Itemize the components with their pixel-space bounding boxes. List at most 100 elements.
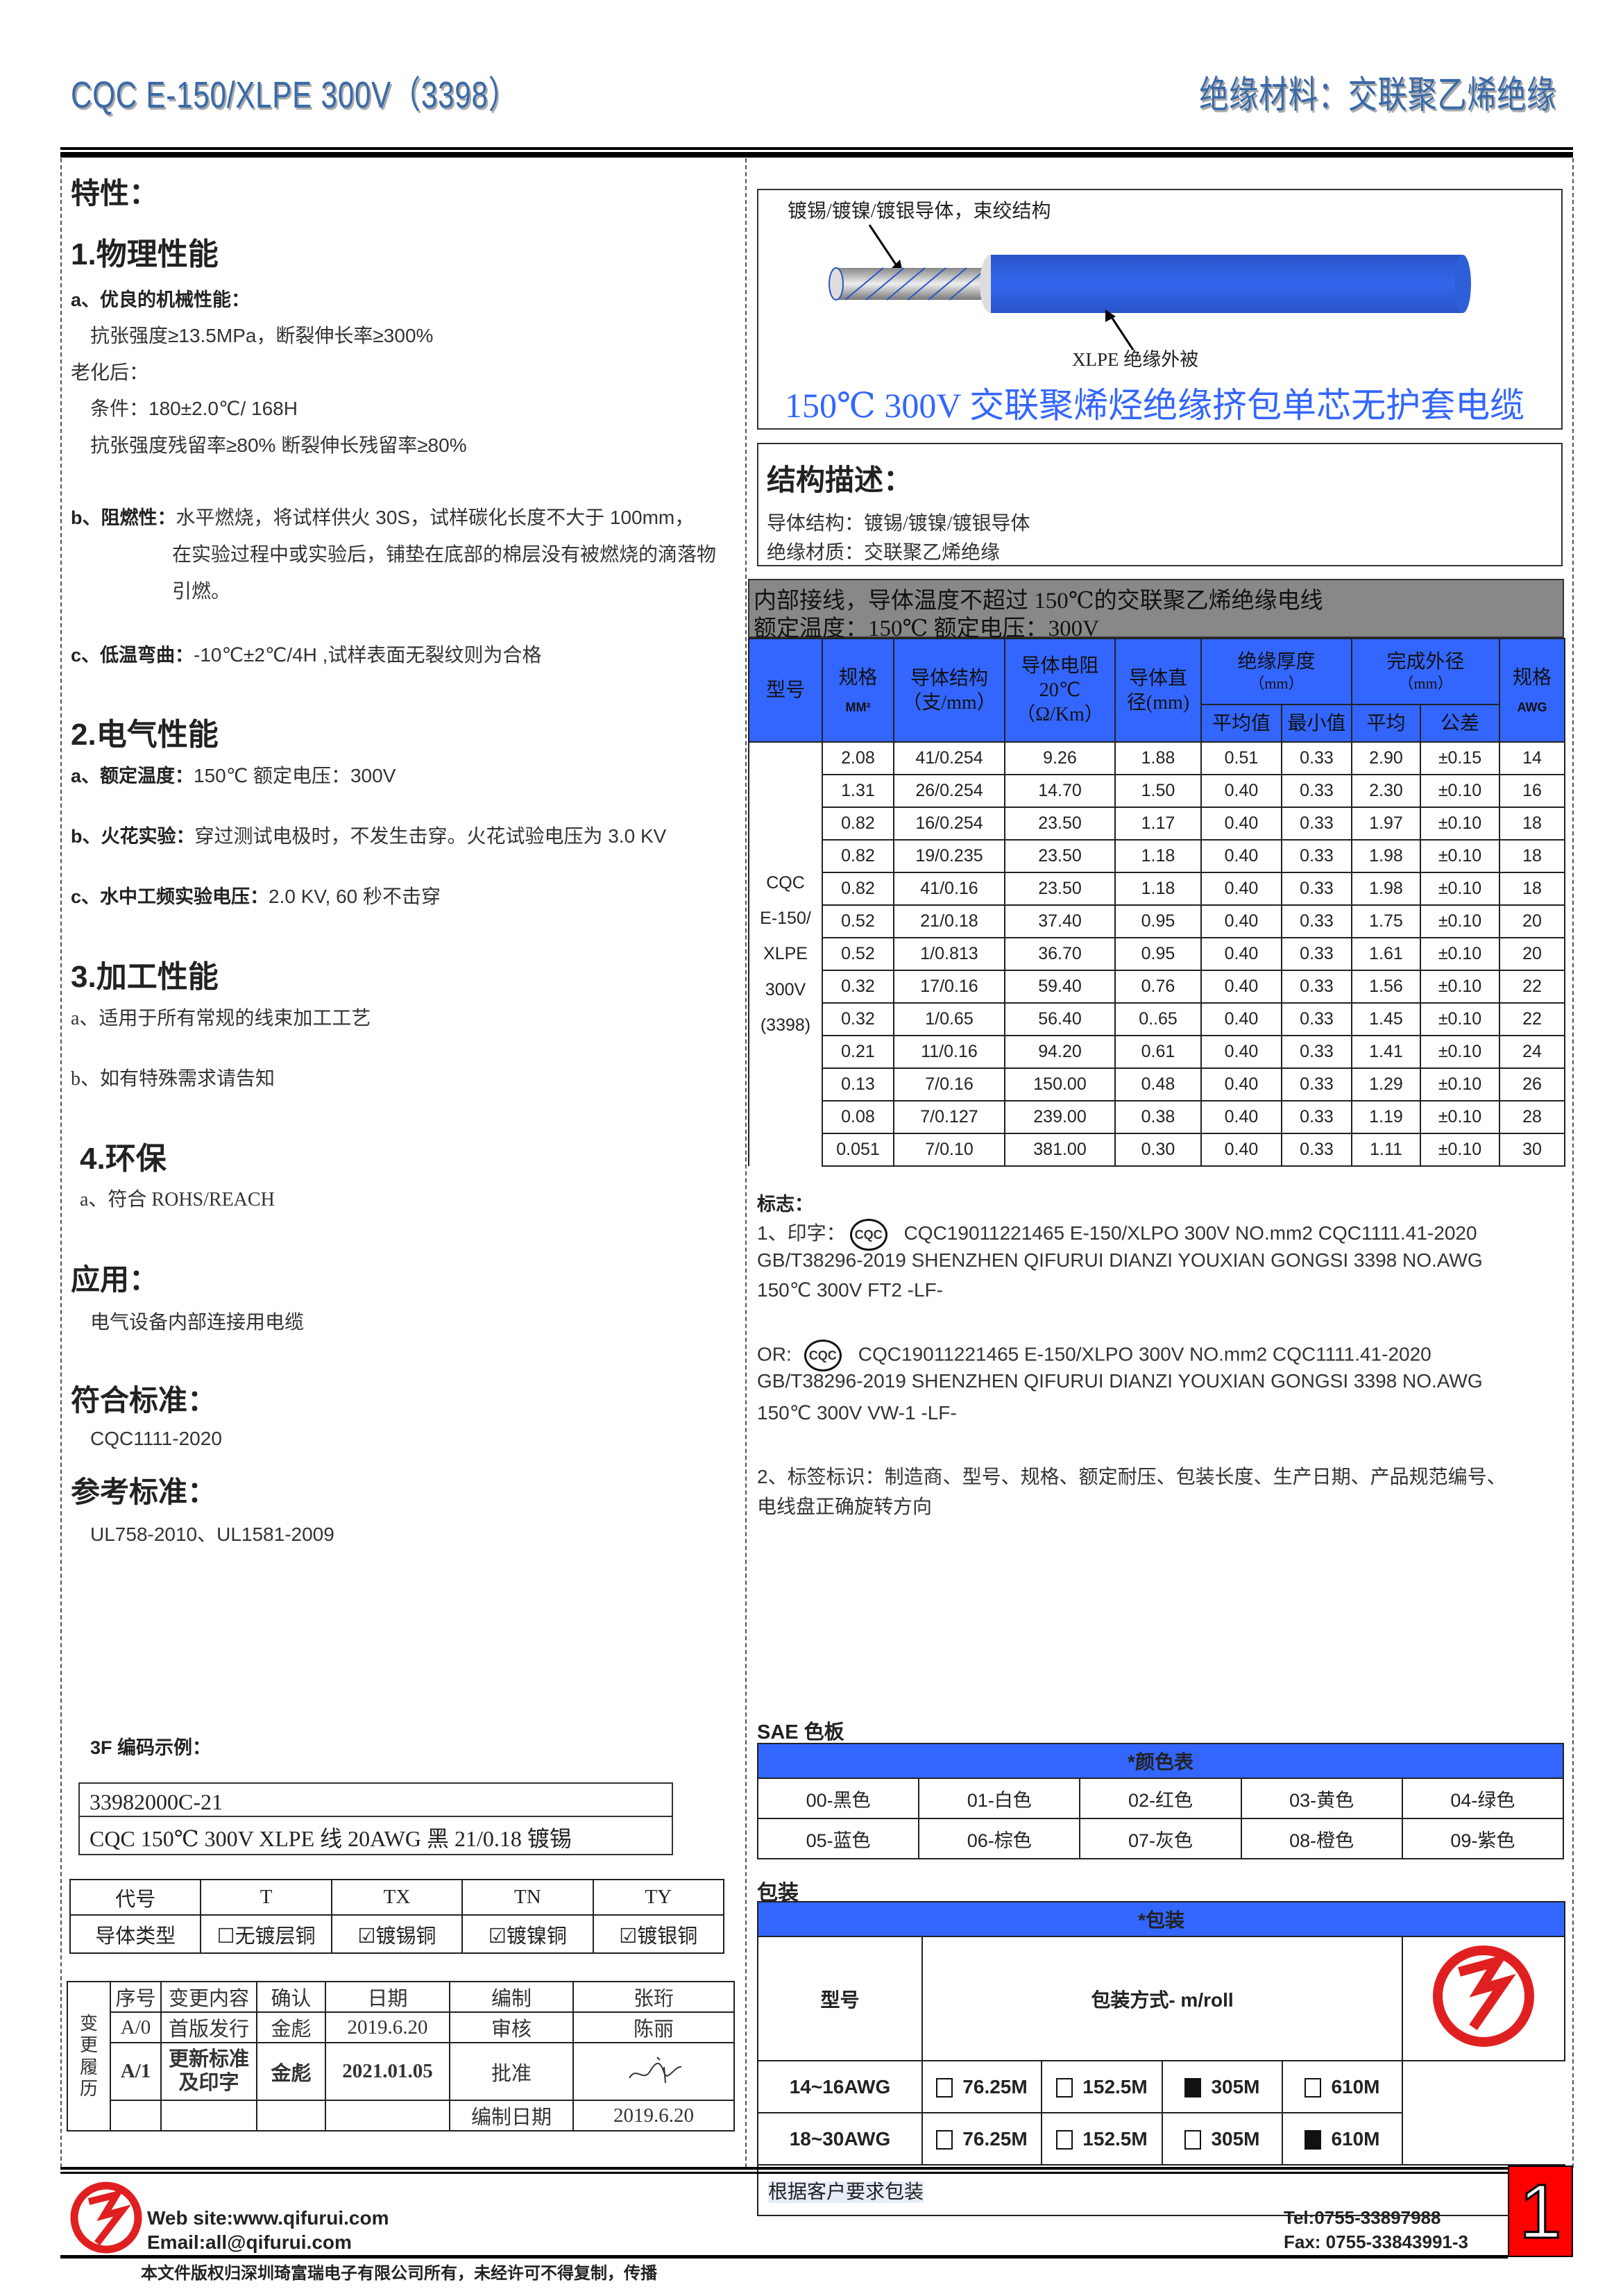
table-cell: 23.50 — [1004, 872, 1116, 906]
table-cell: 22 — [1499, 970, 1566, 1004]
packaging-option[interactable]: 305M — [1162, 2060, 1283, 2113]
table-cell: 28 — [1499, 1100, 1566, 1134]
rev-change: 首版发行 — [160, 2011, 257, 2043]
table-cell: ±0.10 — [1420, 937, 1501, 971]
table-cell: 36.70 — [1004, 937, 1116, 971]
col-od: 完成外径 （mm） — [1351, 638, 1501, 705]
packaging-option[interactable]: 610M — [1282, 2060, 1403, 2113]
table-cell: 1.97 — [1351, 807, 1422, 841]
table-row: 0.32 17/0.16 59.40 0.76 0.40 0.33 1.56 ±0.10 22 — [749, 970, 1566, 1004]
col-date: 日期 — [325, 1981, 450, 2013]
table-cell: ±0.10 — [1420, 1002, 1501, 1036]
conductor-strands — [835, 268, 991, 300]
checkbox-icon — [1184, 2130, 1202, 2150]
col-awg: 规格 AWG — [1499, 638, 1566, 743]
color-code: 07-灰色 — [1079, 1818, 1242, 1859]
color-code: 06-棕色 — [918, 1818, 1081, 1859]
checked-box-icon: ☑ — [357, 1925, 376, 1948]
table-cell: 0.33 — [1280, 1035, 1353, 1069]
table-cell: ±0.10 — [1420, 1100, 1501, 1134]
marking-or-line1: OR: CQC CQC19011221465 E-150/XLPO 300V NO.… — [757, 1340, 1431, 1371]
table-cell: 0.40 — [1200, 1035, 1282, 1069]
footer-divider-2 — [60, 2172, 1508, 2174]
table-cell: 0.40 — [1200, 904, 1282, 938]
water-test: c、水中工频实验电压：2.0 KV, 60 秒不击穿 — [71, 881, 441, 909]
packaging-option[interactable]: 305M — [1162, 2112, 1283, 2166]
color-code: 05-蓝色 — [756, 1818, 920, 1859]
flame-label: b、阻燃性： — [71, 507, 176, 528]
label-requirements: 2、标签标识：制造商、型号、规格、额定耐压、包装长度、生产日期、产品规范编号、 — [757, 1466, 1506, 1487]
marking-line1: 1、印字： CQC CQC19011221465 E-150/XLPO 300V N… — [757, 1218, 1477, 1251]
revision-history-table: 变更履历 序号 变更内容 确认 日期 编制 张珩 A/0 首版发行 金彪 201… — [67, 1981, 735, 2132]
packaging-table-header: *包装 — [757, 1901, 1565, 1937]
marking-or-line3: 150℃ 300V VW-1 -LF- — [757, 1402, 957, 1424]
pack-col-model: 型号 — [757, 1936, 923, 2061]
table-cell: 1.98 — [1351, 872, 1422, 906]
option-nickel-copper[interactable]: ☑镀镍铜 — [461, 1914, 594, 1954]
option-bare-copper[interactable]: ☐无镀层铜 — [200, 1914, 332, 1954]
table-cell: 0.33 — [1280, 1133, 1353, 1167]
code-ty: TY — [592, 1879, 725, 1916]
checkbox-icon: ☐ — [216, 1925, 235, 1948]
email-link[interactable]: Email:all@qifurui.com — [147, 2231, 352, 2253]
table-cell: 16 — [1499, 774, 1566, 808]
packaging-option[interactable]: 152.5M — [1041, 2060, 1163, 2113]
env-a: a、符合 ROHS/REACH — [80, 1189, 275, 1210]
table-cell: 1.75 — [1351, 904, 1422, 938]
table-cell: 239.00 — [1004, 1100, 1116, 1134]
table-cell: 1.88 — [1114, 741, 1202, 775]
marking-line3: 150℃ 300V FT2 -LF- — [757, 1279, 943, 1301]
checked-box-icon: ☑ — [619, 1925, 638, 1948]
table-cell: 23.50 — [1004, 839, 1116, 873]
application-title: 应用： — [71, 1263, 159, 1296]
website-link[interactable]: Web site:www.qifurui.com — [147, 2207, 389, 2229]
checkbox-icon — [1305, 2078, 1322, 2098]
packaging-option[interactable]: 76.25M — [921, 2112, 1042, 2166]
option-tinned-copper[interactable]: ☑镀锡铜 — [330, 1914, 464, 1954]
table-cell: 2.90 — [1351, 741, 1422, 775]
code-tx: TX — [330, 1879, 464, 1916]
processing-a: a、适用于所有常规的线束加工工艺 — [71, 1008, 371, 1029]
cqc-logo-icon: CQC — [804, 1340, 842, 1371]
col-od-avg: 平均 — [1351, 704, 1422, 743]
table-cell: 0.52 — [822, 904, 894, 938]
code-example-title: 3F 编码示例： — [90, 1737, 212, 1758]
table-cell: 20 — [1499, 937, 1566, 971]
checkbox-icon — [936, 2130, 953, 2150]
cable-illustration — [829, 224, 1471, 351]
table-cell: 9.26 — [1004, 741, 1116, 775]
table-row: 0.08 7/0.127 239.00 0.38 0.40 0.33 1.19 ±0.10 28 — [749, 1100, 1566, 1134]
table-cell: 0.40 — [1200, 937, 1282, 971]
cable-diagram: 镀锡/镀镍/镀银导体，束绞结构 XLPE 绝缘外被 150℃ 300V 交联聚烯… — [757, 189, 1563, 430]
table-cell: 23.50 — [1004, 807, 1116, 841]
table-cell: 1.61 — [1351, 937, 1422, 971]
color-code: 04-绿色 — [1401, 1778, 1565, 1819]
table-cell: 18 — [1499, 807, 1566, 841]
header-divider — [60, 147, 1573, 150]
packaging-option[interactable]: 610M — [1282, 2112, 1403, 2166]
standard-title: 符合标准： — [71, 1384, 217, 1417]
packaging-option[interactable]: 76.25M — [921, 2060, 1042, 2113]
header-divider-thick — [60, 152, 1573, 158]
table-cell: 0.33 — [1280, 937, 1353, 971]
table-row: 0.32 1/0.65 56.40 0..65 0.40 0.33 1.45 ±0.10 22 — [749, 1002, 1566, 1036]
col-structure: 导体结构 （支/mm） — [893, 638, 1005, 743]
packaging-option[interactable]: 152.5M — [1041, 2112, 1163, 2166]
table-cell: 0.08 — [822, 1100, 894, 1134]
option-silver-copper[interactable]: ☑镀银铜 — [592, 1914, 725, 1954]
table-cell: 7/0.10 — [893, 1133, 1005, 1167]
table-row: 0.82 16/0.254 23.50 1.17 0.40 0.33 1.97 ±0.10 18 — [749, 807, 1566, 841]
table-cell: 0.40 — [1200, 839, 1282, 873]
table-cell: 0.13 — [822, 1067, 894, 1101]
company-logo-icon — [70, 2181, 142, 2254]
table-cell: 0.40 — [1200, 1133, 1282, 1167]
table-cell: 1.31 — [822, 774, 894, 808]
table-cell: 41/0.16 — [893, 872, 1005, 906]
env-title: 4.环保 — [80, 1142, 167, 1176]
table-cell: 0.33 — [1280, 872, 1353, 906]
rated-temp-label: a、额定温度： — [71, 766, 194, 786]
col-model: 型号 — [748, 638, 823, 743]
table-cell: 1.45 — [1351, 1002, 1422, 1036]
table-cell: ±0.10 — [1420, 904, 1501, 938]
table-cell: 0..65 — [1114, 1002, 1202, 1036]
